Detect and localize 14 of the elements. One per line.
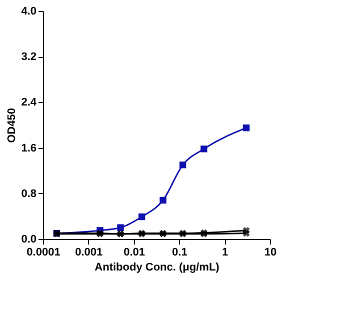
y-axis-title: OD450: [6, 108, 18, 143]
x-tick-label: 0.001: [75, 246, 103, 258]
x-axis-title: Antibody Conc. (μg/mL): [94, 262, 220, 274]
x-tick-label: 1: [222, 246, 228, 258]
y-tick-label: 4.0: [21, 6, 36, 18]
y-tick-label: 0.0: [21, 234, 36, 246]
x-tick-label: 0.01: [124, 246, 146, 258]
y-tick-label: 1.6: [21, 142, 36, 154]
x-tick-label: 0.0001: [26, 246, 60, 258]
x-tick-label: 10: [264, 246, 277, 258]
y-tick-label: 3.2: [21, 51, 36, 64]
y-tick-label: 2.4: [21, 96, 38, 109]
y-tick-label: 0.8: [21, 188, 36, 200]
x-tick-label: 0.1: [172, 246, 188, 258]
